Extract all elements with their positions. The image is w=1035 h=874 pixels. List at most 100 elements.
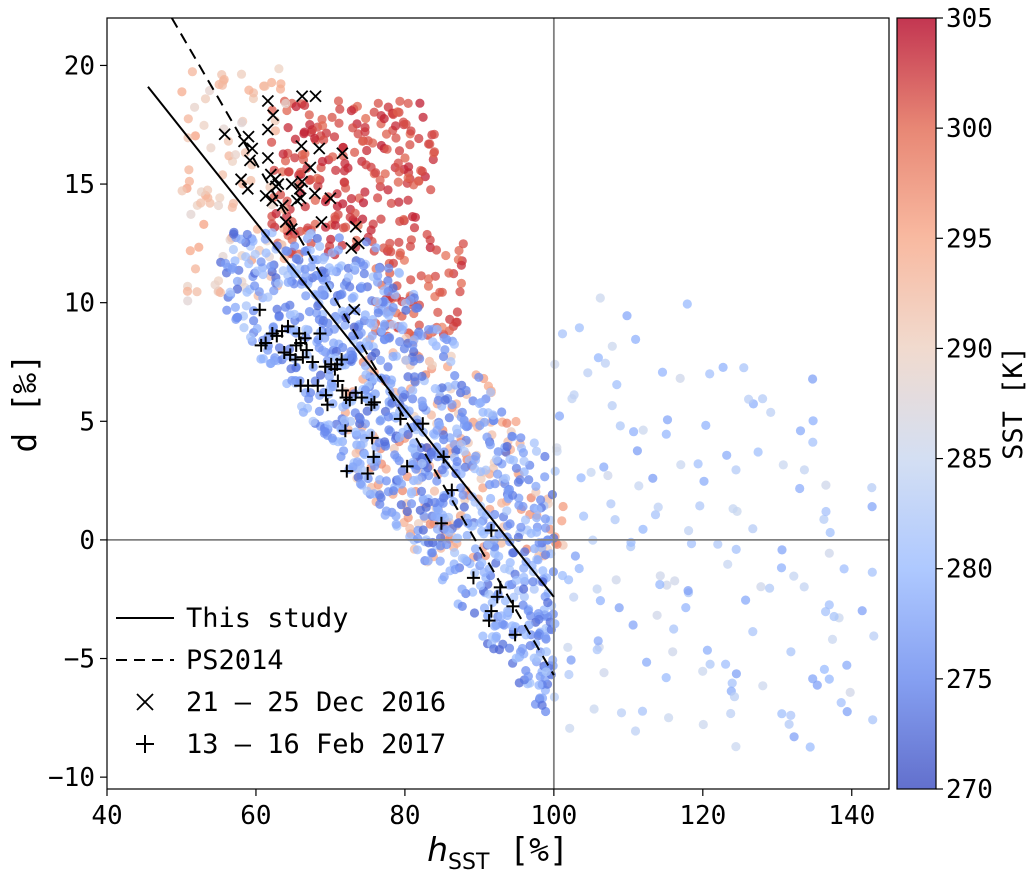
- scatter-point: [664, 713, 674, 723]
- scatter-point: [500, 564, 510, 574]
- scatter-point: [305, 120, 315, 130]
- scatter-point: [478, 631, 488, 641]
- scatter-point: [353, 129, 363, 139]
- scatter-point: [222, 305, 232, 315]
- scatter-point: [242, 287, 252, 297]
- feb-2017-marker: [298, 331, 312, 345]
- scatter-point: [819, 664, 830, 675]
- scatter-point: [452, 424, 462, 434]
- scatter-point: [536, 495, 546, 505]
- scatter-point: [367, 331, 377, 341]
- scatter-point: [244, 259, 254, 269]
- scatter-point: [705, 659, 715, 669]
- scatter-point: [320, 427, 330, 437]
- scatter-point: [177, 87, 187, 97]
- scatter-point: [821, 607, 831, 617]
- scatter-point: [670, 576, 680, 586]
- scatter-point: [417, 458, 427, 469]
- scatter-point: [476, 581, 486, 591]
- scatter-point: [340, 320, 350, 330]
- scatter-point: [285, 300, 295, 310]
- colorbar-tick-label: 295: [946, 224, 993, 254]
- colorbar-tick-label: 275: [946, 665, 993, 695]
- y-tick-label: 15: [64, 170, 95, 200]
- scatter-point: [519, 584, 529, 594]
- scatter-point: [371, 243, 381, 253]
- x-axis-title-var: h: [427, 830, 448, 869]
- scatter-point: [190, 102, 200, 112]
- scatter-point: [444, 326, 454, 336]
- scatter-point: [540, 514, 551, 524]
- scatter-point: [534, 652, 544, 662]
- feb-2017-marker: [335, 383, 349, 397]
- scatter-point: [431, 245, 442, 255]
- scatter-point: [655, 579, 665, 590]
- scatter-point: [540, 472, 550, 482]
- scatter-point: [564, 575, 574, 585]
- scatter-point: [424, 325, 434, 335]
- feb-2017-marker: [466, 571, 480, 585]
- scatter-point: [388, 302, 398, 313]
- plot-background: [107, 18, 889, 789]
- scatter-point: [306, 262, 316, 272]
- scatter-point: [611, 575, 621, 585]
- scatter-point: [564, 669, 574, 680]
- scatter-point: [405, 140, 415, 150]
- scatter-point: [246, 332, 256, 342]
- scatter-point: [373, 193, 383, 203]
- scatter-point: [415, 354, 425, 364]
- scatter-point: [394, 197, 404, 207]
- scatter-point: [381, 129, 392, 139]
- scatter-point: [731, 742, 741, 752]
- scatter-point: [789, 571, 799, 581]
- scatter-point: [387, 398, 397, 408]
- scatter-point: [748, 524, 758, 534]
- feb-2017-marker: [393, 412, 407, 426]
- scatter-point: [428, 337, 438, 347]
- scatter-point: [347, 353, 357, 363]
- scatter-point: [241, 252, 251, 262]
- scatter-point: [236, 69, 247, 79]
- scatter-point: [203, 185, 213, 195]
- scatter-point: [505, 519, 515, 529]
- feb-2017-marker: [493, 580, 507, 594]
- scatter-point: [391, 133, 401, 143]
- scatter-point: [808, 674, 818, 684]
- scatter-point: [668, 647, 678, 657]
- scatter-point: [836, 698, 846, 708]
- scatter-point: [247, 160, 257, 170]
- scatter-point: [444, 268, 454, 278]
- scatter-point: [607, 341, 617, 351]
- feb-2017-marker: [343, 393, 357, 407]
- scatter-point: [650, 510, 661, 520]
- scatter-point: [518, 448, 529, 458]
- scatter-point: [638, 425, 648, 435]
- scatter-point: [593, 636, 603, 646]
- scatter-point: [631, 334, 641, 344]
- scatter-point: [799, 582, 809, 592]
- scatter-point: [237, 118, 247, 128]
- scatter-point: [583, 368, 593, 378]
- scatter-point: [270, 116, 280, 126]
- scatter-point: [186, 209, 196, 219]
- scatter-point: [459, 420, 469, 430]
- dec-2016-marker: [276, 199, 289, 212]
- scatter-point: [430, 511, 440, 522]
- scatter-point: [808, 374, 818, 384]
- scatter-point: [470, 464, 480, 474]
- x-tick-label: 100: [530, 801, 577, 831]
- scatter-point: [372, 296, 382, 307]
- feb-2017-marker: [364, 398, 378, 412]
- scatter-point: [423, 281, 434, 291]
- scatter-point: [406, 499, 417, 509]
- scatter-point: [394, 146, 405, 156]
- scatter-point: [366, 225, 376, 235]
- feb-2017-marker: [306, 355, 320, 369]
- scatter-point: [398, 392, 408, 402]
- scatter-point: [437, 383, 447, 393]
- scatter-point: [439, 493, 449, 503]
- scatter-point: [548, 655, 558, 665]
- feb-2017-marker: [318, 360, 332, 374]
- feb-2017-marker: [484, 604, 498, 618]
- scatter-point: [295, 167, 306, 177]
